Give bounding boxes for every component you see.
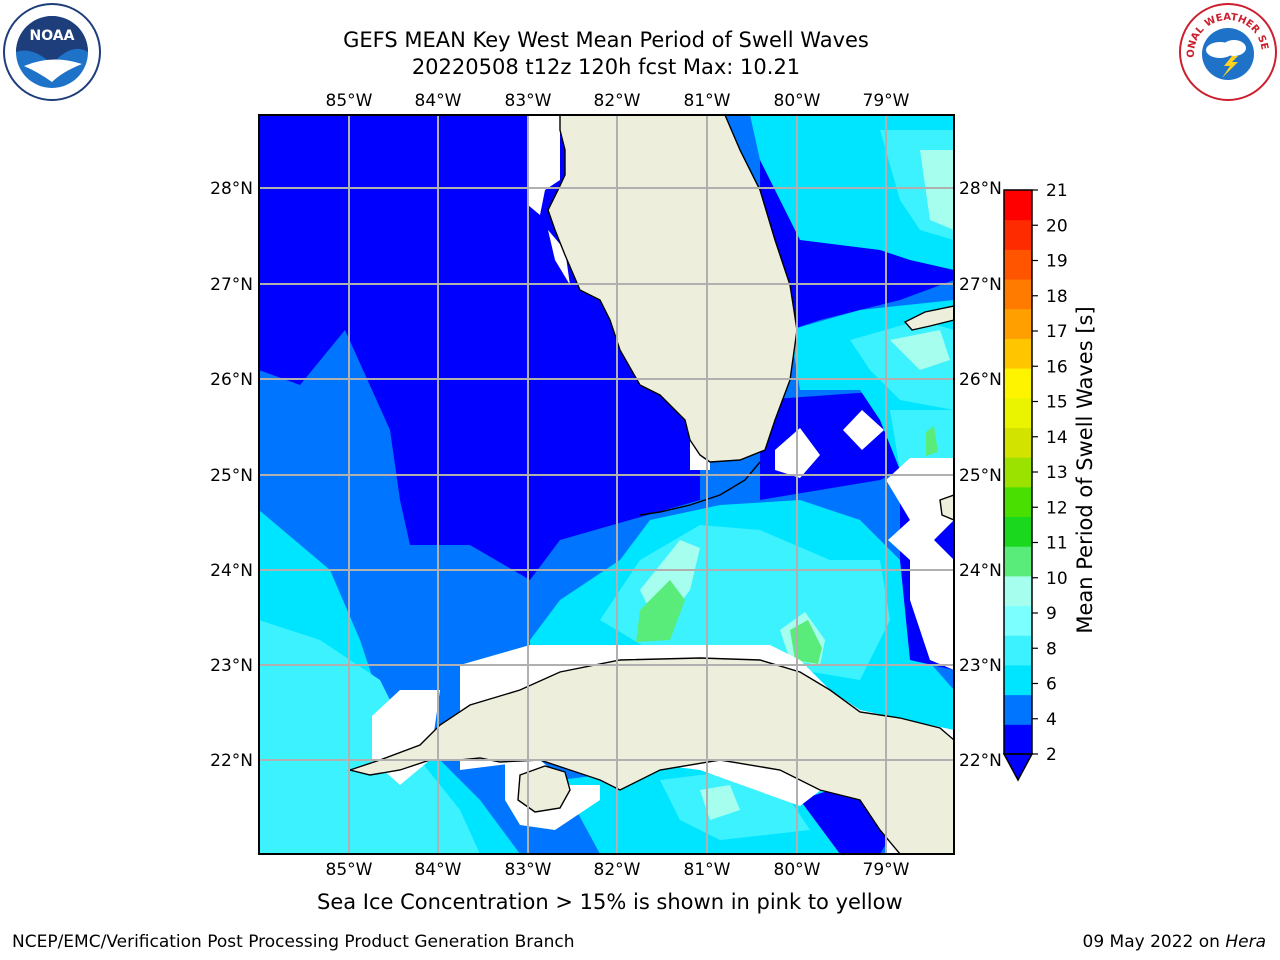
lat-label-left: 23°N	[210, 656, 253, 676]
lon-label-bottom: 82°W	[594, 860, 641, 880]
colorbar-segment	[1004, 368, 1032, 399]
footer-date: 09 May 2022 on Hera	[1083, 932, 1267, 952]
colorbar-segment	[1004, 516, 1032, 547]
lon-label-top: 83°W	[505, 91, 552, 111]
colorbar-tick-label: 8	[1046, 639, 1057, 659]
lat-label-left: 25°N	[210, 466, 253, 486]
lat-label-left: 22°N	[210, 751, 253, 771]
lon-label-top: 81°W	[684, 91, 731, 111]
colorbar-tick-label: 21	[1046, 181, 1068, 201]
lat-label-right: 26°N	[959, 370, 1002, 390]
colorbar-segment	[1004, 457, 1032, 488]
colorbar	[1002, 189, 1034, 782]
lat-label-right: 25°N	[959, 466, 1002, 486]
lat-label-left: 28°N	[210, 179, 253, 199]
lat-label-right: 24°N	[959, 561, 1002, 581]
noaa-logo: NOAA	[3, 3, 101, 101]
lon-label-top: 85°W	[326, 91, 373, 111]
lat-label-left: 26°N	[210, 370, 253, 390]
colorbar-tick-label: 19	[1046, 252, 1068, 272]
lon-label-bottom: 80°W	[774, 860, 821, 880]
colorbar-segment	[1004, 279, 1032, 310]
colorbar-tick-label: 14	[1046, 428, 1068, 448]
map-title: GEFS MEAN Key West Mean Period of Swell …	[343, 28, 869, 52]
colorbar-segment	[1004, 694, 1032, 725]
map-subtitle: 20220508 t12z 120h fcst Max: 10.21	[411, 55, 801, 79]
lat-label-left: 27°N	[210, 275, 253, 295]
map-frame	[258, 114, 955, 855]
colorbar-tick-label: 17	[1046, 322, 1068, 342]
lon-label-top: 84°W	[415, 91, 462, 111]
colorbar-segment	[1004, 546, 1032, 577]
lon-label-bottom: 79°W	[863, 860, 910, 880]
colorbar-tick-label: 2	[1046, 745, 1057, 765]
colorbar-segment	[1004, 427, 1032, 458]
lon-label-bottom: 85°W	[326, 860, 373, 880]
lat-label-right: 22°N	[959, 751, 1002, 771]
footer-date-text: 09 May 2022 on	[1082, 932, 1226, 952]
colorbar-tick-label: 4	[1046, 710, 1057, 730]
colorbar-tick-label: 6	[1046, 675, 1057, 695]
nws-logo: NATIONAL WEATHER SERVICE	[1178, 2, 1277, 101]
sea-ice-note: Sea Ice Concentration > 15% is shown in …	[317, 890, 903, 914]
colorbar-tick-label: 18	[1046, 287, 1068, 307]
colorbar-tick-label: 20	[1046, 216, 1068, 236]
colorbar-tick-label: 15	[1046, 393, 1068, 413]
isle-of-youth	[517, 765, 571, 813]
lon-label-bottom: 83°W	[505, 860, 552, 880]
lat-label-right: 27°N	[959, 275, 1002, 295]
colorbar-segment	[1004, 190, 1032, 221]
colorbar-segment	[1004, 605, 1032, 636]
bahamas-land	[903, 305, 954, 331]
colorbar-ticks: 21 20 19 18 17 16 15 14 13 12 11 10 9 8 6 4 2	[1032, 181, 1068, 765]
swell-period-field	[259, 115, 954, 854]
noaa-logo-text: NOAA	[30, 28, 75, 44]
colorbar-segment	[1004, 575, 1032, 607]
colorbar-title: Mean Period of Swell Waves [s]	[1073, 306, 1097, 634]
colorbar-segment	[1004, 397, 1032, 428]
colorbar-segment	[1004, 338, 1032, 369]
colorbar-tick-label: 16	[1046, 357, 1068, 377]
footer-host: Hera	[1225, 932, 1266, 952]
colorbar-tick-label: 11	[1046, 534, 1068, 554]
colorbar-segment	[1004, 664, 1032, 696]
colorbar-segment	[1004, 219, 1032, 250]
colorbar-segment	[1004, 486, 1032, 518]
lon-label-top: 79°W	[863, 91, 910, 111]
colorbar-segment	[1004, 308, 1032, 339]
graticule	[259, 115, 954, 854]
colorbar-extend-arrow	[1002, 753, 1034, 782]
colorbar-segment	[1004, 635, 1032, 666]
colorbar-tick-label: 13	[1046, 463, 1068, 483]
lon-label-bottom: 84°W	[415, 860, 462, 880]
lat-label-right: 28°N	[959, 179, 1002, 199]
colorbar-segment	[1004, 724, 1032, 755]
colorbar-tick-label: 10	[1046, 569, 1068, 589]
colorbar-tick-label: 9	[1046, 604, 1057, 624]
lat-label-left: 24°N	[210, 561, 253, 581]
lon-label-top: 82°W	[594, 91, 641, 111]
colorbar-tick-label: 12	[1046, 498, 1068, 518]
lon-label-top: 80°W	[774, 91, 821, 111]
florida-land	[547, 115, 798, 463]
lon-label-bottom: 81°W	[684, 860, 731, 880]
lat-label-right: 23°N	[959, 656, 1002, 676]
footer-credit: NCEP/EMC/Verification Post Processing Pr…	[12, 932, 575, 952]
colorbar-segment	[1004, 249, 1032, 280]
